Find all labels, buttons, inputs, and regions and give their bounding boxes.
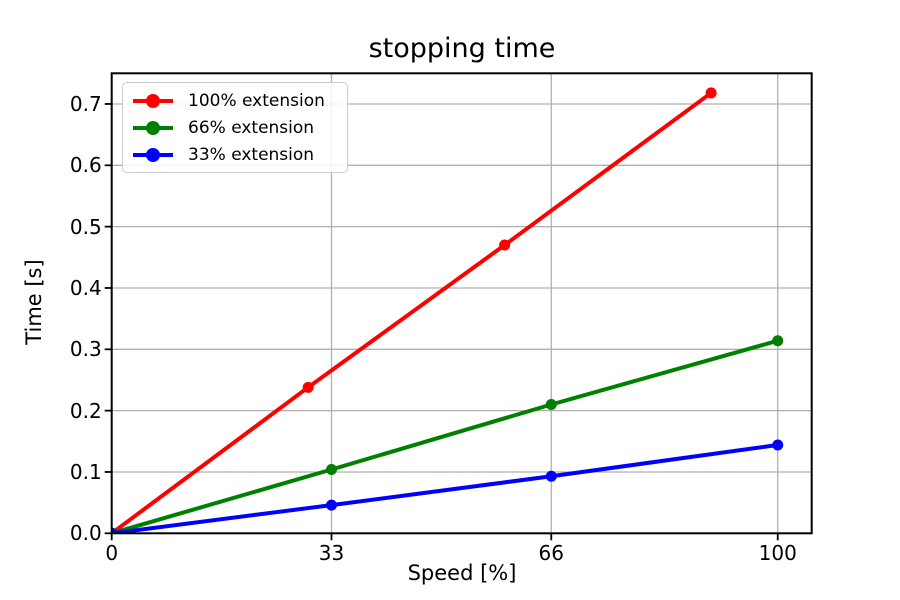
data-point-marker [325, 499, 337, 511]
data-point-marker [772, 335, 784, 347]
y-tick-label: 0.4 [69, 275, 102, 300]
y-tick-label: 0.6 [69, 153, 102, 178]
axes-spines [110, 72, 813, 535]
data-point-marker [302, 381, 314, 393]
x-axis-label: Speed [%] [407, 561, 517, 585]
data-point-marker [545, 399, 557, 410]
legend: 100% extension 66% extension 33% extensi… [122, 82, 348, 173]
tick-marks [104, 103, 779, 541]
series-line [111, 442, 780, 534]
data-point-marker [111, 527, 118, 534]
series-line [111, 90, 714, 534]
legend-line-marker-icon [133, 93, 173, 108]
y-axis-label: Time [s] [22, 259, 46, 345]
y-tick-label: 0.0 [69, 521, 102, 546]
legend-item-label: 100% extension [188, 90, 325, 111]
legend-item-label: 66% extension [188, 117, 315, 138]
data-point-marker [772, 439, 784, 451]
y-tick-label: 0.1 [69, 459, 102, 484]
chart-title: stopping time [368, 33, 556, 64]
data-point-marker [705, 87, 717, 99]
y-tick-label: 0.5 [69, 214, 102, 239]
data-point-marker [499, 239, 511, 251]
series-line [111, 338, 780, 534]
y-tick-label: 0.3 [69, 337, 102, 362]
legend-line-marker-icon [133, 120, 173, 135]
series-layer [111, 87, 784, 534]
data-point-marker [545, 470, 557, 482]
data-point-marker [325, 464, 337, 476]
y-tick-label: 0.7 [69, 91, 102, 116]
legend-line-marker-icon [133, 147, 173, 162]
x-tick-label: 33 [318, 541, 345, 565]
y-tick-label: 0.2 [69, 398, 102, 423]
x-tick-label: 66 [538, 541, 565, 565]
legend-item: 33% extension [129, 141, 341, 168]
x-tick-label: 100 [758, 541, 797, 565]
legend-item: 66% extension [129, 114, 341, 141]
x-tick-label: 0 [105, 541, 119, 565]
legend-item-label: 33% extension [188, 144, 315, 165]
legend-item: 100% extension [129, 87, 341, 114]
